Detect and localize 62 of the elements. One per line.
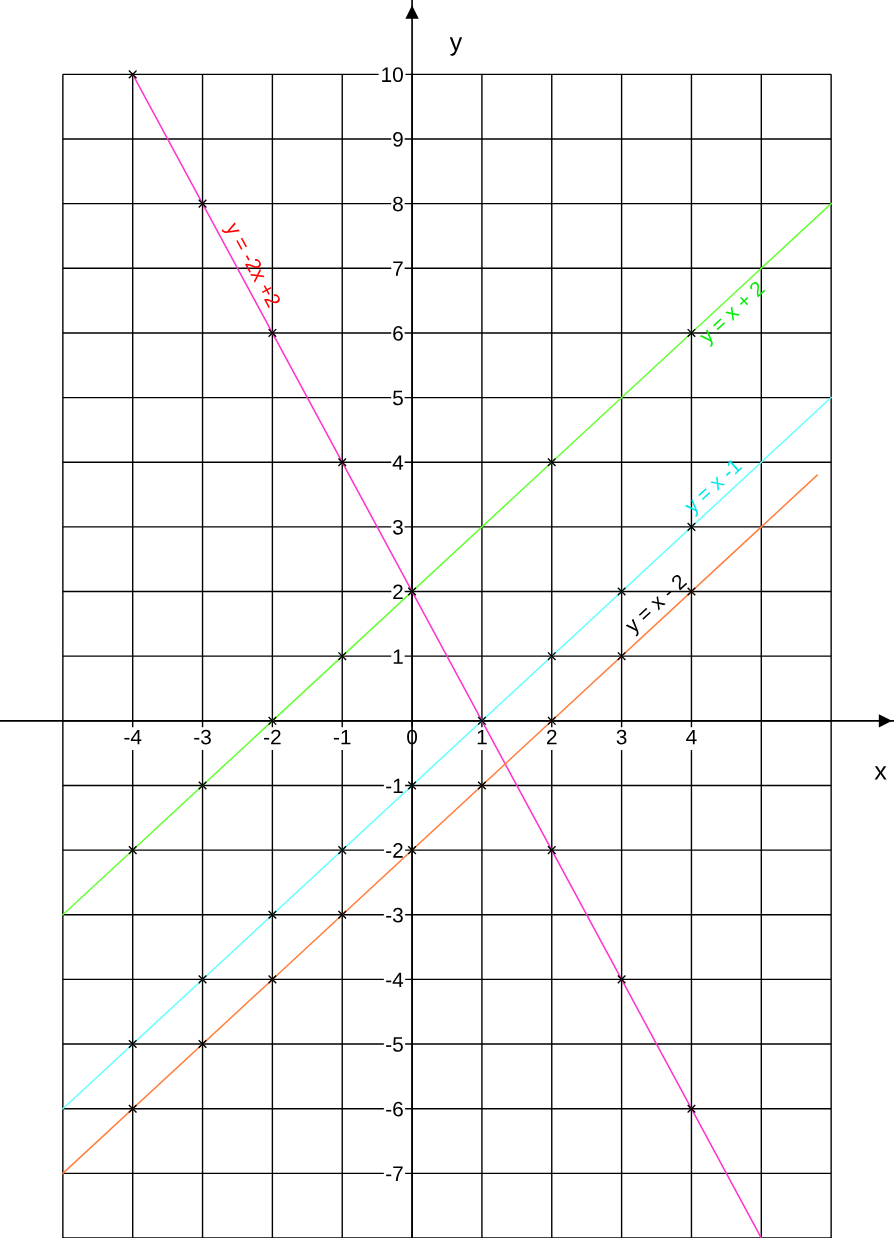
point bbox=[617, 587, 627, 597]
text: y = -2x +2 bbox=[221, 220, 282, 311]
y-tick-label: -2 bbox=[386, 843, 403, 858]
point bbox=[198, 1039, 208, 1049]
y-tick-label: 5 bbox=[392, 390, 403, 406]
y-tick-label: -7 bbox=[386, 1166, 403, 1181]
point bbox=[686, 587, 696, 597]
point bbox=[267, 910, 277, 920]
point bbox=[617, 974, 627, 984]
y-tick-label: -5 bbox=[386, 1037, 403, 1052]
point bbox=[198, 974, 208, 984]
point bbox=[198, 199, 208, 209]
y-tick-label: 8 bbox=[393, 196, 403, 212]
x-tick-label: 3 bbox=[616, 729, 627, 745]
x-tick-label: 2 bbox=[547, 729, 557, 745]
point bbox=[686, 522, 696, 532]
point bbox=[547, 716, 557, 726]
point bbox=[337, 910, 347, 920]
point bbox=[477, 716, 487, 726]
x-tick-label: 4 bbox=[686, 729, 697, 745]
y-tick-label: 2 bbox=[393, 584, 403, 600]
x-tick-label: -1 bbox=[333, 729, 351, 745]
x-tick-label: -2 bbox=[264, 729, 281, 745]
point bbox=[128, 1039, 138, 1049]
y-tick-label: 3 bbox=[392, 519, 403, 535]
point bbox=[337, 457, 347, 467]
point bbox=[407, 587, 417, 597]
point bbox=[128, 845, 138, 855]
y-axis-title: y bbox=[449, 37, 463, 56]
point bbox=[337, 845, 347, 855]
y-tick-label: 9 bbox=[393, 131, 403, 147]
text: y = x + 2 bbox=[697, 280, 769, 348]
y-tick-label: 10 bbox=[382, 67, 403, 83]
point bbox=[547, 651, 557, 661]
y-tick-label: 6 bbox=[393, 325, 403, 341]
y-tick-label: -4 bbox=[386, 972, 404, 987]
point bbox=[547, 457, 557, 467]
x-tick-label: -4 bbox=[124, 729, 142, 745]
y-tick-label: -6 bbox=[386, 1101, 403, 1117]
point bbox=[686, 328, 696, 338]
y-tick-label: 7 bbox=[393, 261, 403, 276]
point bbox=[128, 69, 138, 79]
point bbox=[198, 780, 208, 790]
y-tick-label: -3 bbox=[386, 907, 403, 923]
x-axis-title: x bbox=[874, 766, 887, 780]
point bbox=[407, 845, 417, 855]
point bbox=[128, 1104, 138, 1114]
y-tick-label: 4 bbox=[392, 455, 404, 470]
text: y = x -1 bbox=[682, 457, 746, 518]
y-tick-label: 1 bbox=[393, 649, 403, 664]
point bbox=[267, 974, 277, 984]
point bbox=[686, 1104, 696, 1114]
point bbox=[267, 328, 277, 338]
point bbox=[547, 845, 557, 855]
point bbox=[337, 651, 347, 661]
point bbox=[407, 780, 417, 790]
x-tick-label: -3 bbox=[194, 729, 211, 745]
point bbox=[477, 780, 487, 790]
point bbox=[267, 716, 277, 726]
x-tick-label: 1 bbox=[477, 729, 487, 745]
point bbox=[617, 651, 627, 661]
y-tick-label: -1 bbox=[386, 778, 403, 794]
